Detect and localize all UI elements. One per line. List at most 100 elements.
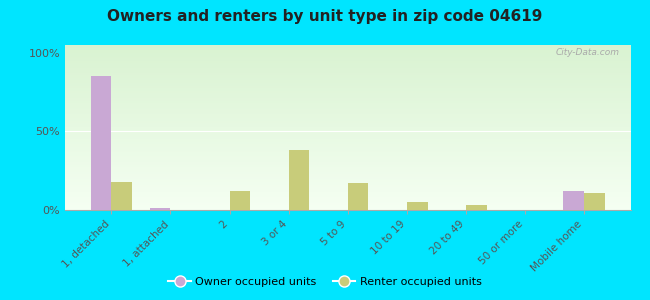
Bar — [65, 180, 630, 182]
Bar — [65, 112, 630, 114]
Bar — [65, 184, 630, 185]
Bar — [65, 101, 630, 103]
Bar — [65, 45, 630, 46]
Bar — [65, 88, 630, 89]
Bar — [65, 99, 630, 101]
Bar — [65, 144, 630, 146]
Bar — [65, 66, 630, 68]
Bar — [65, 187, 630, 188]
Bar — [65, 52, 630, 53]
Bar — [65, 119, 630, 121]
Bar — [65, 199, 630, 200]
Bar — [65, 162, 630, 164]
Bar — [65, 81, 630, 83]
Bar — [111, 182, 132, 210]
Bar — [65, 177, 630, 178]
Bar — [150, 208, 170, 210]
Bar — [65, 80, 630, 81]
Bar — [65, 111, 630, 112]
Bar — [65, 208, 630, 210]
Bar — [65, 182, 630, 184]
Bar — [65, 169, 630, 170]
Bar — [65, 129, 630, 131]
Bar — [65, 71, 630, 73]
Bar — [65, 91, 630, 93]
Bar — [65, 146, 630, 147]
Bar — [65, 159, 630, 161]
Bar — [65, 132, 630, 134]
Text: Owners and renters by unit type in zip code 04619: Owners and renters by unit type in zip c… — [107, 9, 543, 24]
Bar — [65, 63, 630, 65]
Bar — [65, 172, 630, 174]
Bar — [65, 202, 630, 203]
Bar — [65, 170, 630, 172]
Bar — [65, 75, 630, 76]
Bar — [65, 155, 630, 157]
Bar — [584, 193, 604, 210]
Bar — [65, 154, 630, 155]
Bar — [65, 190, 630, 192]
Bar — [65, 58, 630, 60]
Bar — [65, 48, 630, 50]
Bar — [65, 65, 630, 66]
Bar — [65, 167, 630, 169]
Bar — [65, 46, 630, 48]
Bar — [65, 178, 630, 180]
Bar — [65, 85, 630, 86]
Bar — [65, 207, 630, 208]
Text: City-Data.com: City-Data.com — [555, 48, 619, 57]
Bar — [65, 164, 630, 165]
Bar — [65, 104, 630, 106]
Bar — [65, 86, 630, 88]
Bar — [65, 73, 630, 75]
Bar — [65, 121, 630, 122]
Bar — [65, 197, 630, 199]
Bar — [65, 124, 630, 126]
Bar — [65, 192, 630, 194]
Bar — [229, 191, 250, 210]
Bar — [65, 149, 630, 151]
Bar — [65, 152, 630, 154]
Bar — [65, 151, 630, 152]
Bar — [65, 78, 630, 80]
Bar — [65, 126, 630, 127]
Bar — [65, 134, 630, 136]
Bar — [65, 205, 630, 207]
Bar — [348, 183, 369, 210]
Bar — [466, 205, 487, 210]
Bar — [65, 109, 630, 111]
Bar — [65, 60, 630, 61]
Bar — [65, 131, 630, 132]
Bar — [65, 93, 630, 94]
Legend: Owner occupied units, Renter occupied units: Owner occupied units, Renter occupied un… — [164, 273, 486, 291]
Bar — [65, 98, 630, 99]
Bar — [65, 188, 630, 190]
Bar — [65, 142, 630, 144]
Bar — [564, 191, 584, 210]
Bar — [65, 157, 630, 159]
Bar — [65, 55, 630, 56]
Bar — [65, 116, 630, 118]
Bar — [65, 96, 630, 98]
Bar — [65, 174, 630, 175]
Bar — [65, 165, 630, 167]
Bar — [65, 83, 630, 85]
Bar — [65, 114, 630, 116]
Bar — [65, 136, 630, 137]
Bar — [65, 195, 630, 197]
Bar — [65, 70, 630, 71]
Bar — [65, 200, 630, 202]
Bar — [65, 94, 630, 96]
Bar — [65, 106, 630, 108]
Bar — [407, 202, 428, 210]
Bar — [65, 122, 630, 124]
Bar — [65, 185, 630, 187]
Bar — [65, 137, 630, 139]
Bar — [91, 76, 111, 210]
Bar — [65, 141, 630, 142]
Bar — [65, 175, 630, 177]
Bar — [65, 56, 630, 58]
Bar — [65, 61, 630, 63]
Bar — [65, 68, 630, 70]
Bar — [65, 103, 630, 104]
